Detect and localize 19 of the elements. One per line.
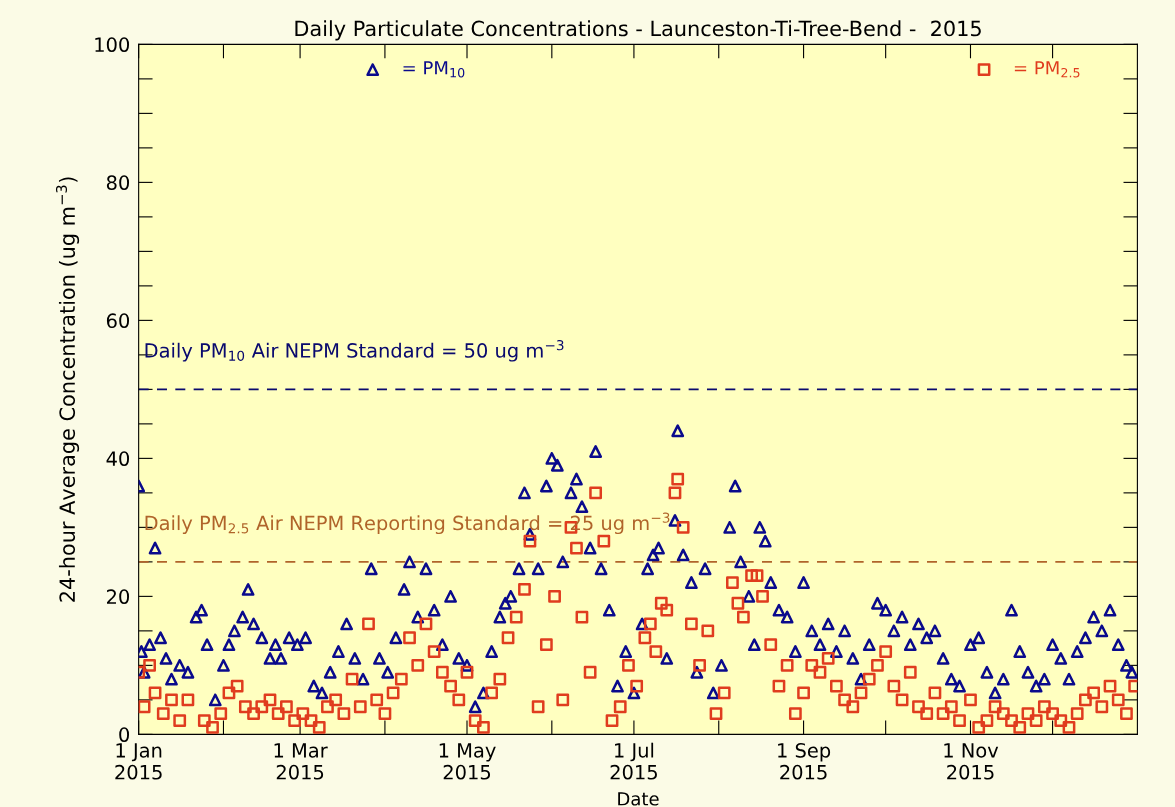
x-axis-title: Date (618, 792, 659, 806)
y-tick-label: 80 (106, 175, 130, 191)
legend-label: = PM$_{10}$ (403, 61, 465, 78)
y-tick-label: 60 (106, 313, 130, 329)
ref-line-label: Daily PM$_{2.5}$ Air NEPM Reporting Standard = 25 ug m$^{−3}$ (145, 512, 670, 535)
x-tick-label: 1 May 2015 (439, 743, 496, 780)
y-tick-label: 20 (107, 589, 130, 605)
x-tick-label: 1 Sep 2015 (778, 743, 831, 780)
x-tick-label: 1 Nov 2015 (944, 743, 999, 780)
y-axis-title: 24-hour Average Concentration (ug m$^{−3}$) (55, 177, 80, 602)
x-tick-label: 1 Mar 2015 (274, 743, 328, 780)
x-tick-label: 1 Jan 2015 (115, 743, 162, 780)
y-tick-label: 0 (119, 727, 130, 743)
chart-title: Daily Particulate Concentrations - Launceston-Ti-Tree-Bend - 2015 (295, 20, 981, 41)
y-tick-label: 100 (95, 37, 130, 53)
x-tick-label: 1 Jul 2015 (610, 742, 657, 780)
legend-label: = PM$_{2.5}$ (1014, 61, 1080, 78)
y-tick-label: 40 (106, 451, 130, 467)
ref-line-label: Daily PM$_{10}$ Air NEPM Standard = 50 ug m$^{−3}$ (145, 340, 564, 362)
